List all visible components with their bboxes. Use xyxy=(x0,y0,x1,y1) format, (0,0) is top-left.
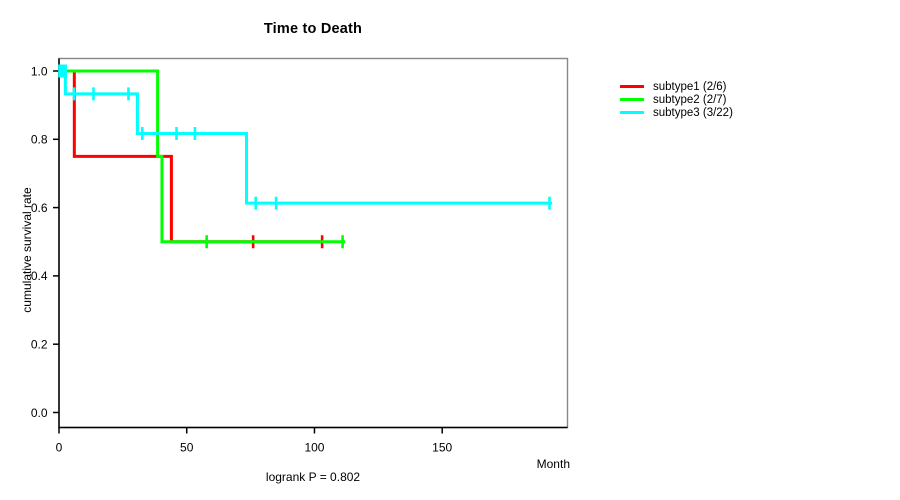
y-tick-label: 0.0 xyxy=(31,406,48,420)
y-tick-label: 0.4 xyxy=(31,269,48,283)
y-tick-label: 0.6 xyxy=(31,201,48,215)
legend-item-3: subtype3 (3/22) xyxy=(620,106,733,119)
legend-line-swatch xyxy=(620,85,644,88)
km-curve-2 xyxy=(59,69,346,244)
y-tick-label: 0.8 xyxy=(31,133,48,147)
logrank-annotation: logrank P = 0.802 xyxy=(265,470,361,484)
plot-title: Time to Death xyxy=(263,21,363,37)
y-tick-label: 0.2 xyxy=(31,338,48,352)
legend-line-swatch xyxy=(620,111,644,114)
km-curve-3 xyxy=(59,69,553,205)
y-tick-label: 1.0 xyxy=(31,64,48,78)
x-tick-label: 150 xyxy=(432,441,452,455)
legend: subtype1 (2/6) subtype2 (2/7) subtype3 (3/… xyxy=(620,80,733,119)
y-axis-label: cumulative survival rate xyxy=(20,187,34,313)
legend-label: subtype1 (2/6) xyxy=(653,80,727,93)
legend-label: subtype3 (3/22) xyxy=(653,106,733,119)
legend-label: subtype2 (2/7) xyxy=(653,93,727,106)
x-tick-label: 0 xyxy=(56,441,63,455)
x-tick-label: 100 xyxy=(304,441,324,455)
legend-item-1: subtype1 (2/6) xyxy=(620,80,733,93)
km-curve-1 xyxy=(59,69,323,244)
legend-item-2: subtype2 (2/7) xyxy=(620,93,733,106)
x-tick-label: 50 xyxy=(180,441,194,455)
legend-line-swatch xyxy=(620,98,644,101)
x-axis-label: Month xyxy=(536,457,570,471)
